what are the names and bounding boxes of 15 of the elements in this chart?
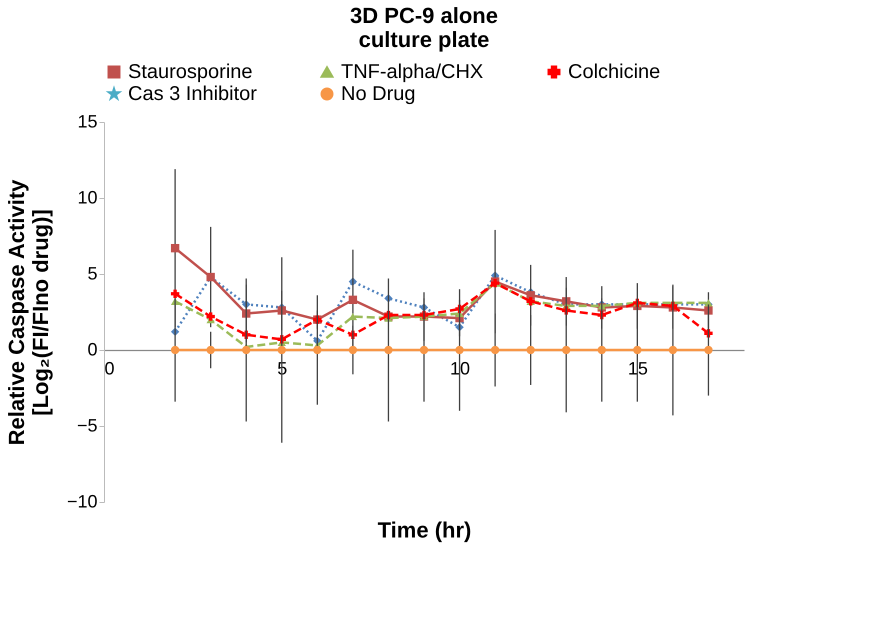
y-tick-label: 5 — [87, 264, 98, 284]
legend-label: No Drug — [341, 83, 416, 105]
y-tick-label: −5 — [76, 416, 98, 436]
legend-label: Cas 3 Inhibitor — [128, 83, 258, 105]
y-tick-label: −10 — [66, 492, 98, 512]
y-tick-label: 0 — [87, 340, 98, 360]
legend-label: Colchicine — [568, 61, 660, 83]
y-tick-label: 10 — [77, 188, 98, 208]
x-tick-label: 0 — [104, 358, 115, 378]
legend-label: TNF-alpha/CHX — [341, 61, 484, 83]
y-axis-title: Relative Caspase Activity [Log₂(FI/FIno drug)] — [4, 178, 53, 446]
chart-title: 3D PC-9 alone culture plate — [350, 3, 498, 52]
x-axis-title: Time (hr) — [378, 518, 472, 542]
y-tick-label: 15 — [77, 112, 98, 132]
legend-label: Staurosporine — [128, 61, 253, 83]
